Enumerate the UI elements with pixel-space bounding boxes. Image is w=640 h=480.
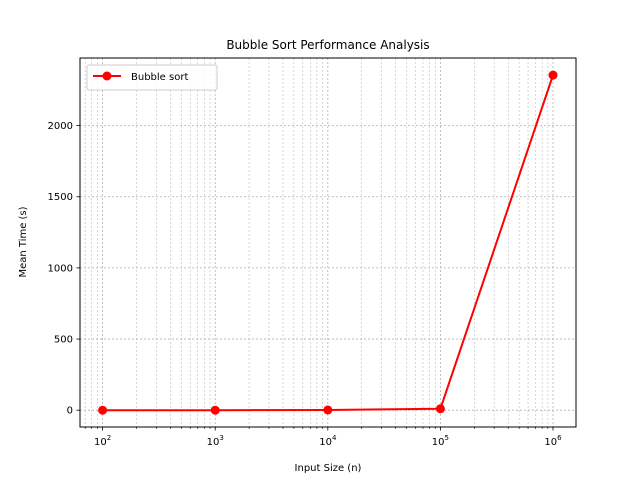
y-tick-label: 500 xyxy=(54,335,73,346)
x-tick-label: 106 xyxy=(544,434,562,448)
legend-label: Bubble sort xyxy=(131,72,188,83)
y-tick-label: 0 xyxy=(67,406,73,417)
x-tick-label: 102 xyxy=(94,434,111,448)
data-point xyxy=(548,70,558,80)
legend-box xyxy=(86,64,218,91)
x-tick-label: 103 xyxy=(207,434,224,448)
x-tick-label: 105 xyxy=(432,434,449,448)
data-point xyxy=(435,404,445,414)
x-axis: 102 103 104 105 106 xyxy=(84,427,562,448)
data-point xyxy=(98,405,108,415)
data-point xyxy=(323,405,333,415)
x-axis-label: Input Size (n) xyxy=(295,463,362,474)
legend-marker-swatch xyxy=(102,71,112,81)
x-tick-label: 104 xyxy=(319,434,337,448)
y-axis-label: Mean Time (s) xyxy=(18,206,29,277)
data-point xyxy=(210,405,220,415)
y-axis: 0 500 1000 1500 2000 xyxy=(48,121,80,417)
series-layer xyxy=(98,70,558,415)
grid xyxy=(80,58,576,427)
chart-title: Bubble Sort Performance Analysis xyxy=(226,38,429,52)
legend: Bubble sort xyxy=(86,64,218,91)
y-tick-label: 1000 xyxy=(48,263,73,274)
y-tick-label: 2000 xyxy=(48,121,73,132)
y-tick-label: 1500 xyxy=(48,192,73,203)
